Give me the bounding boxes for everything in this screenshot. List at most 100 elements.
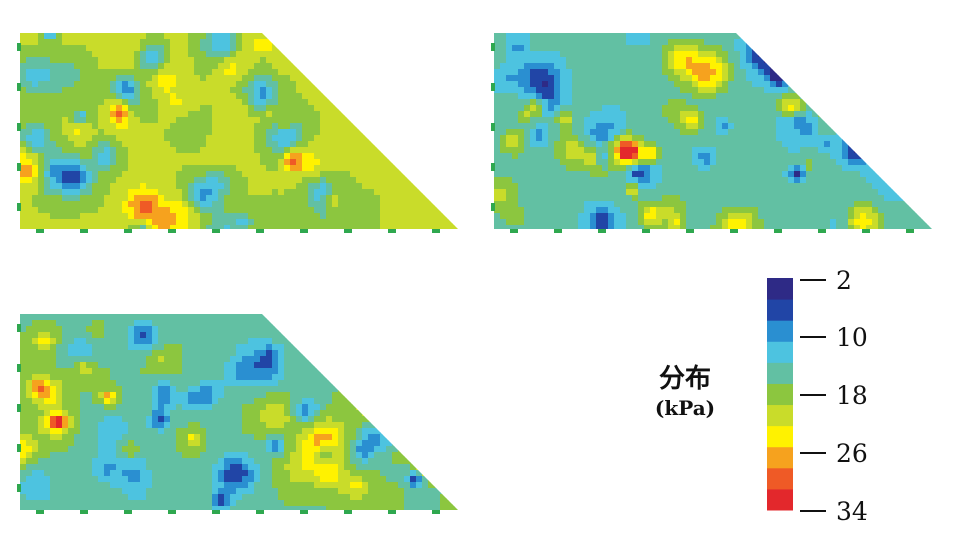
field-cell [908,165,915,172]
field-cell [218,201,225,208]
field-cell [308,165,315,172]
field-cell [422,314,429,321]
field-cell [494,141,501,148]
field-cell [338,135,345,142]
field-cell [254,177,261,184]
field-cell [86,69,93,76]
field-cell [56,105,63,112]
field-cell [662,69,669,76]
field-cell [560,165,567,172]
field-cell [692,135,699,142]
field-cell [890,105,897,112]
field-cell [614,147,621,154]
field-cell [716,153,723,160]
field-cell [776,81,783,88]
field-cell [788,207,795,214]
field-cell [836,45,843,52]
field-cell [926,201,932,208]
field-cell [206,111,213,118]
field-cell [62,183,69,190]
field-cell [206,177,213,184]
field-cell [716,51,723,58]
field-cell [848,195,855,202]
field-cell [674,219,681,226]
field-cell [122,45,129,52]
field-cell [278,153,285,160]
field-cell [626,69,633,76]
field-cell [722,213,729,220]
field-cell [182,147,189,154]
field-cell [758,33,765,40]
field-cell [176,51,183,58]
field-cell [866,207,873,214]
field-cell [452,135,458,142]
field-cell [824,57,831,64]
field-cell [518,219,525,226]
field-cell [710,153,717,160]
field-cell [134,225,141,229]
field-cell [194,171,201,178]
field-cell [686,159,693,166]
field-cell [788,129,795,136]
field-cell [362,57,369,64]
field-cell [854,75,861,82]
field-cell [368,171,375,178]
field-cell [386,111,393,118]
field-cell [806,81,813,88]
field-cell [692,111,699,118]
field-cell [434,177,441,184]
field-cell [86,171,93,178]
field-cell [914,171,921,178]
field-cell [176,201,183,208]
field-cell [446,129,453,136]
field-cell [902,117,909,124]
field-cell [920,165,927,172]
field-cell [710,63,717,70]
field-cell [632,141,639,148]
field-cell [248,320,255,327]
field-cell [224,63,231,70]
field-cell [626,111,633,118]
field-cell [410,39,417,46]
field-cell [584,63,591,70]
field-cell [422,195,429,202]
field-cell [362,33,369,40]
field-cell [410,45,417,52]
field-cell [914,165,921,172]
field-cell [44,105,51,112]
field-cell [266,207,273,214]
field-cell [782,93,789,100]
field-cell [134,39,141,46]
field-cell [212,111,219,118]
field-cell [344,141,351,148]
field-cell [386,207,393,214]
field-cell [272,99,279,106]
field-cell [230,87,237,94]
field-cell [446,135,453,142]
field-cell [590,51,597,58]
field-cell [704,213,711,220]
field-cell [326,213,333,220]
field-cell [800,69,807,76]
field-cell [800,201,807,208]
field-cell [830,111,837,118]
field-cell [620,93,627,100]
field-cell [20,33,27,40]
field-cell [884,105,891,112]
field-cell [338,189,345,196]
field-cell [836,141,843,148]
field-cell [284,147,291,154]
field-cell [572,159,579,166]
field-cell [98,87,105,94]
field-cell [704,81,711,88]
field-cell [236,153,243,160]
field-cell [56,87,63,94]
field-cell [152,320,159,327]
field-cell [524,195,531,202]
field-cell [608,111,615,118]
field-cell [632,87,639,94]
field-cell [758,195,765,202]
field-cell [188,195,195,202]
field-cell [92,51,99,58]
field-cell [734,123,741,130]
